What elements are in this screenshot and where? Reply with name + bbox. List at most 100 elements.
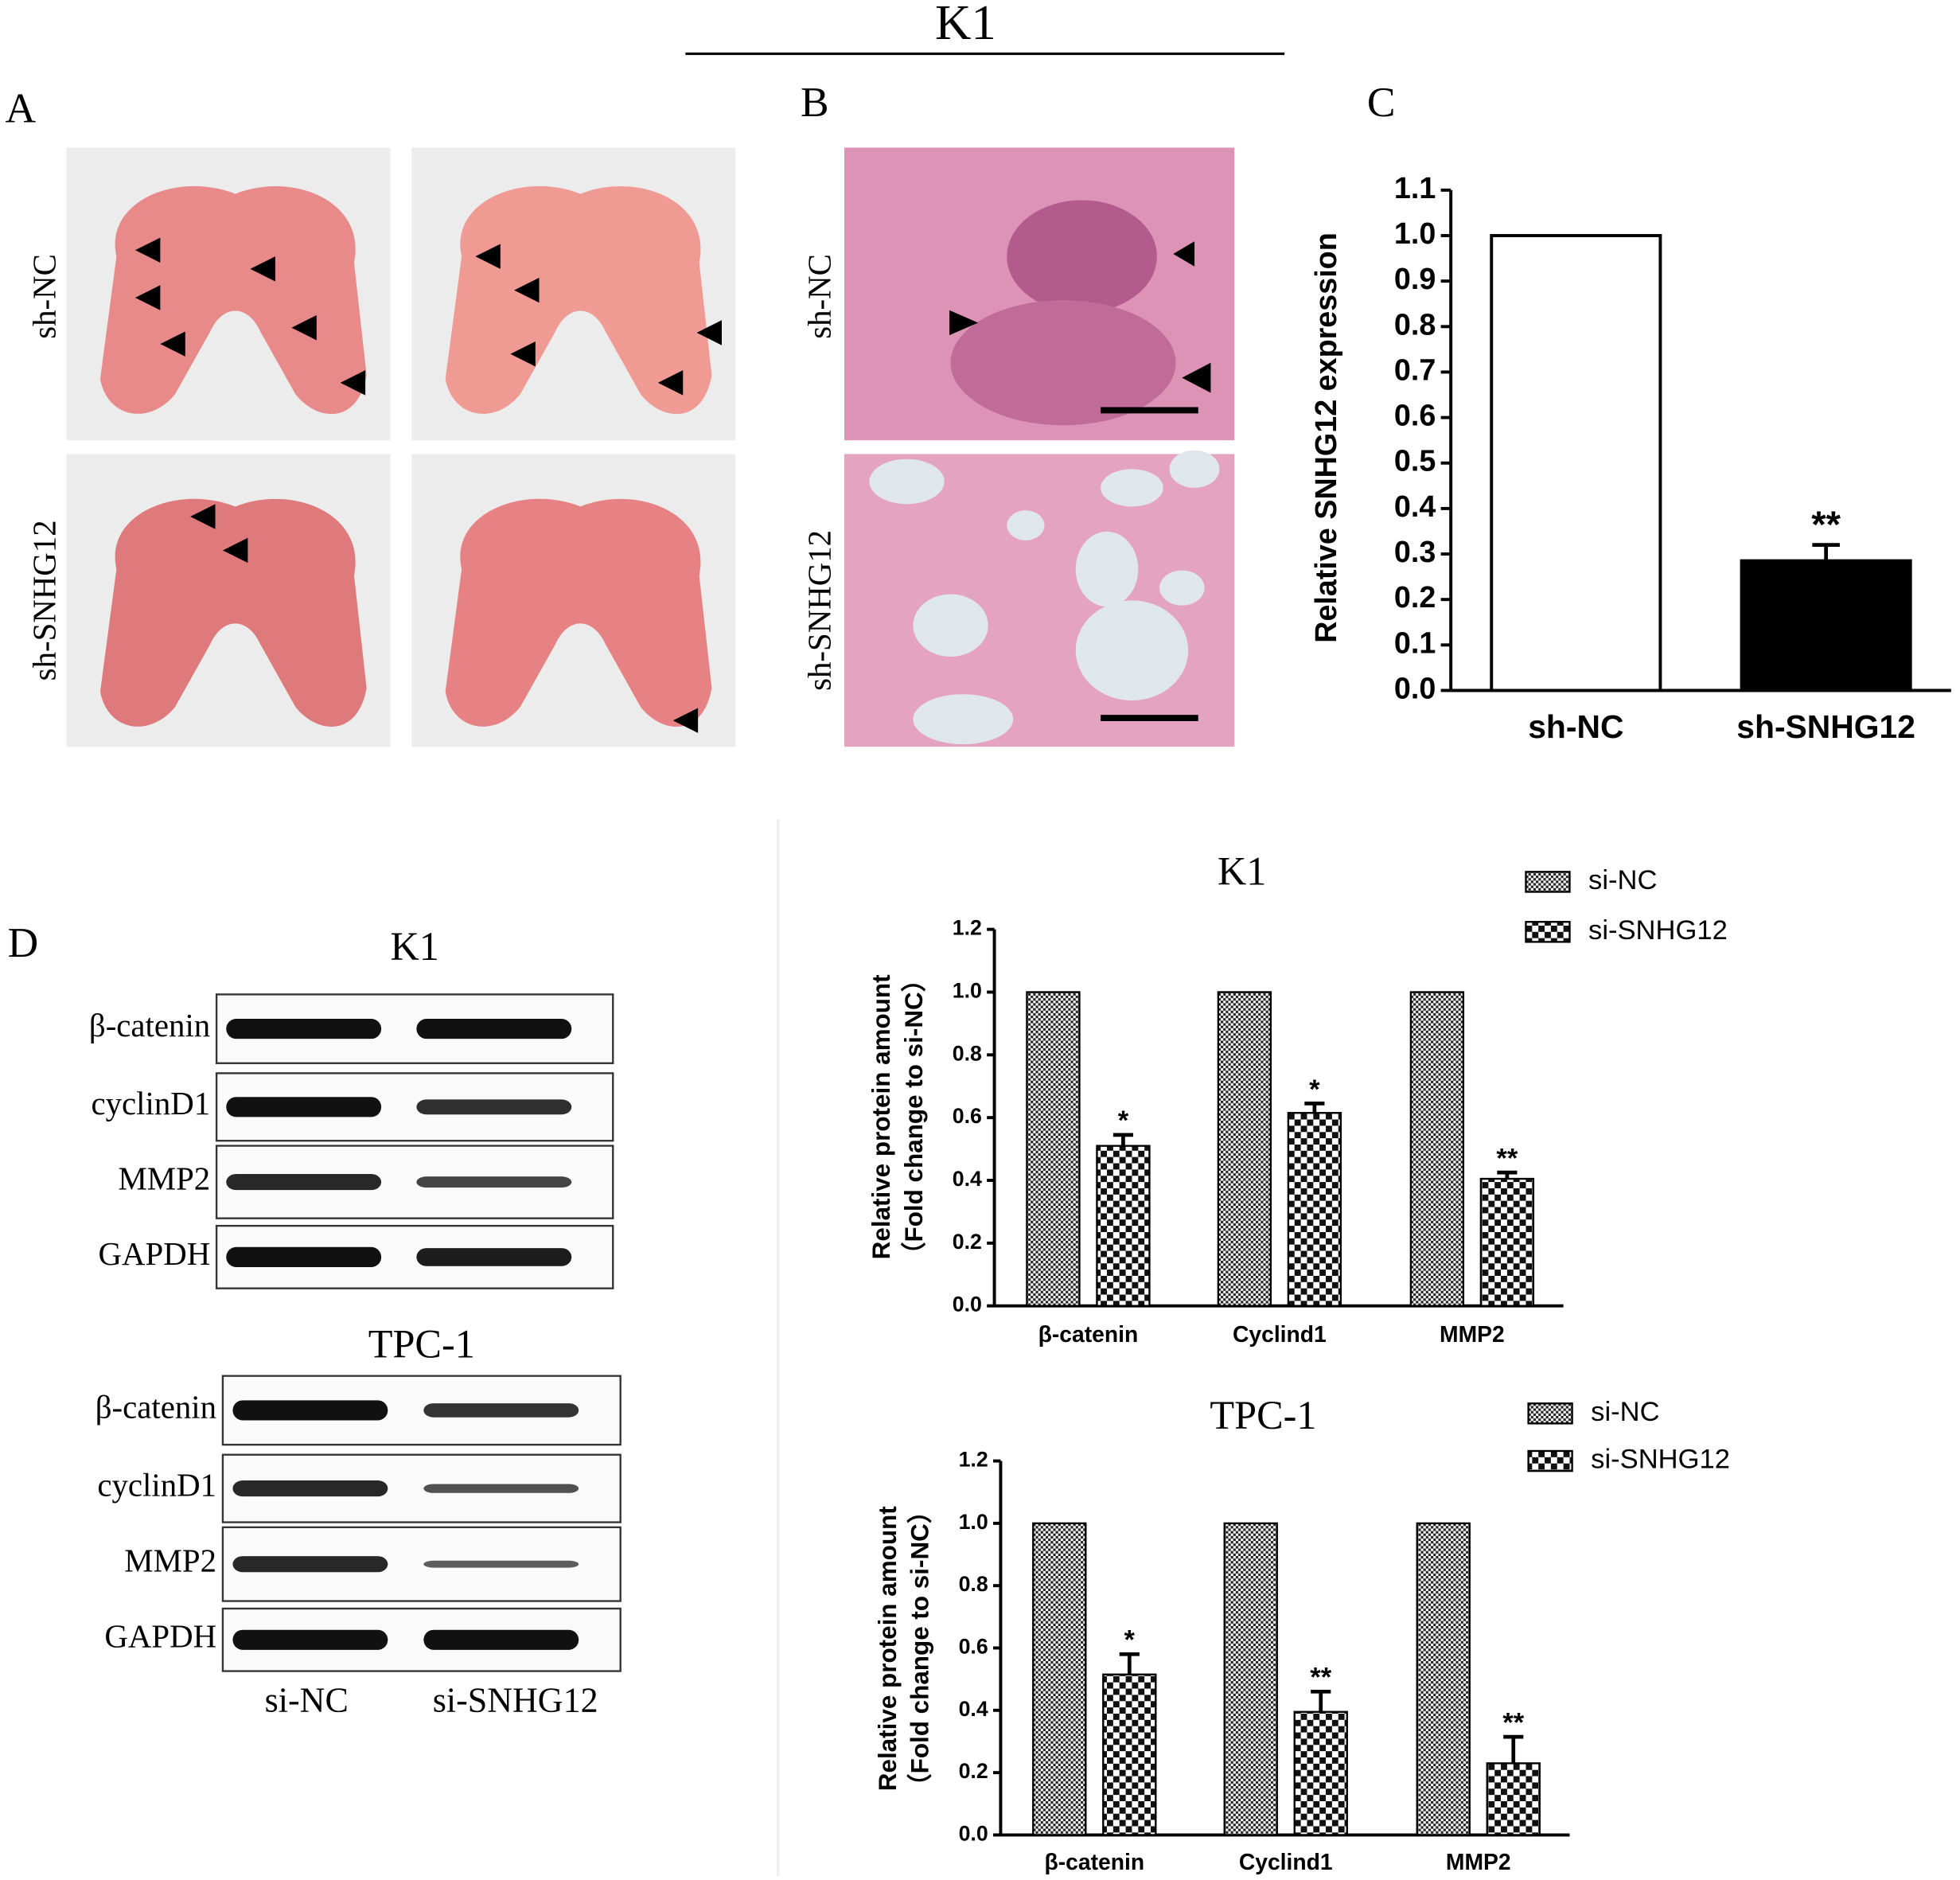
lung-photos xyxy=(66,147,736,747)
blot-row-label: cyclinD1 xyxy=(92,1086,211,1121)
blot-row-label: MMP2 xyxy=(118,1160,210,1196)
legend-label: si-NC xyxy=(1588,865,1657,895)
band xyxy=(226,1097,382,1117)
y-tick-label: 0.8 xyxy=(1394,307,1436,341)
bar xyxy=(1032,1522,1087,1836)
histology xyxy=(844,147,1235,747)
bar xyxy=(1740,559,1912,692)
x-tick-label: Cyclind1 xyxy=(1239,1849,1333,1874)
bar xyxy=(1217,991,1272,1307)
arrowheads xyxy=(134,237,722,733)
band xyxy=(226,1019,382,1039)
y-tick-label: 0.6 xyxy=(1394,399,1436,432)
bar xyxy=(1409,991,1465,1307)
legend-label: si-SNHG12 xyxy=(1588,915,1728,946)
y-tick-label: 0.8 xyxy=(959,1572,988,1596)
band xyxy=(226,1174,382,1191)
panel-label: A xyxy=(5,84,36,132)
blot-column-label: si-SNHG12 xyxy=(433,1681,598,1720)
significance: * xyxy=(1118,1106,1129,1136)
y-tick-label: 0.8 xyxy=(953,1041,982,1065)
row-label: sh-NC xyxy=(26,254,62,339)
bar xyxy=(1102,1673,1157,1836)
y-tick-label: 0.4 xyxy=(959,1697,988,1721)
y-tick-label: 0.0 xyxy=(1394,671,1436,704)
band xyxy=(232,1629,388,1650)
significance: ** xyxy=(1310,1663,1331,1693)
panel-label: B xyxy=(801,78,829,126)
panel-label: C xyxy=(1367,78,1396,126)
bar xyxy=(1490,234,1662,692)
blot-row-label: β-catenin xyxy=(95,1389,216,1425)
x-tick-label: β-catenin xyxy=(1044,1849,1144,1874)
blot-row-label: cyclinD1 xyxy=(97,1467,216,1503)
y-tick-label: 1.0 xyxy=(953,979,982,1003)
y-tick-label: 0.2 xyxy=(1394,580,1436,614)
legend-swatch xyxy=(1525,921,1571,943)
blot-row-label: GAPDH xyxy=(104,1619,216,1655)
legend-swatch xyxy=(1527,1402,1573,1425)
alveoli xyxy=(869,450,1220,745)
blot-title: K1 xyxy=(390,924,438,969)
legend-label: si-NC xyxy=(1591,1397,1659,1427)
y-tick-label: 0.6 xyxy=(959,1635,988,1659)
y-tick-label: 0.0 xyxy=(959,1821,988,1845)
y-axis-label: Relative protein amount xyxy=(874,1506,902,1791)
bar xyxy=(1096,1145,1151,1307)
band xyxy=(416,1248,572,1266)
y-tick-label: 0.2 xyxy=(959,1759,988,1783)
significance: * xyxy=(1309,1075,1320,1105)
y-tick-label: 0.5 xyxy=(1394,444,1436,478)
y-tick-label: 1.1 xyxy=(1394,171,1436,205)
bar xyxy=(1287,1112,1342,1307)
tumor-nodule xyxy=(950,300,1176,426)
band xyxy=(423,1484,579,1493)
band xyxy=(423,1629,579,1650)
y-axis-label: Relative protein amount xyxy=(867,974,895,1259)
band xyxy=(423,1560,579,1568)
band xyxy=(423,1403,579,1418)
band xyxy=(416,1176,572,1188)
significance: ** xyxy=(1502,1707,1524,1738)
legend-label: si-SNHG12 xyxy=(1591,1445,1730,1475)
y-axis-label: Relative SNHG12 expression xyxy=(1309,232,1342,643)
figure-title: K1 xyxy=(935,0,996,50)
band xyxy=(416,1019,572,1039)
x-tick-label: Cyclind1 xyxy=(1233,1321,1327,1347)
chart-title: TPC-1 xyxy=(1210,1393,1316,1437)
blot-column-label: si-NC xyxy=(265,1681,349,1720)
tumor-nodule xyxy=(1007,200,1157,313)
bar xyxy=(1479,1177,1535,1307)
y-tick-label: 0.4 xyxy=(953,1167,982,1191)
panel-label: D xyxy=(8,919,39,966)
y-axis-label: （Fold change to si-NC） xyxy=(900,967,928,1267)
bar xyxy=(1026,991,1081,1307)
blot-row-label: β-catenin xyxy=(89,1008,210,1043)
y-tick-label: 0.4 xyxy=(1394,490,1436,523)
legend-swatch xyxy=(1525,871,1571,893)
x-tick-label: MMP2 xyxy=(1446,1849,1511,1874)
bar xyxy=(1486,1762,1541,1836)
x-tick-label: β-catenin xyxy=(1038,1321,1139,1347)
x-tick-label: MMP2 xyxy=(1440,1321,1505,1347)
blot-title: TPC-1 xyxy=(368,1322,475,1367)
y-tick-label: 0.2 xyxy=(953,1230,982,1254)
y-tick-label: 1.0 xyxy=(959,1510,988,1534)
y-tick-label: 0.7 xyxy=(1394,353,1436,386)
band xyxy=(416,1099,572,1115)
y-tick-label: 1.2 xyxy=(959,1448,988,1472)
blot-row-label: GAPDH xyxy=(99,1236,211,1272)
bar xyxy=(1416,1522,1471,1836)
x-tick-label: sh-NC xyxy=(1528,708,1623,745)
band xyxy=(232,1480,388,1497)
y-tick-label: 0.1 xyxy=(1394,626,1436,659)
blot-row-label: MMP2 xyxy=(124,1543,216,1579)
significance: ** xyxy=(1496,1144,1518,1174)
row-label: sh-SNHG12 xyxy=(26,520,62,681)
y-tick-label: 0.0 xyxy=(953,1293,982,1316)
y-axis-label: （Fold change to si-NC） xyxy=(906,1499,934,1799)
bar xyxy=(1293,1710,1348,1836)
y-tick-label: 0.6 xyxy=(953,1104,982,1128)
